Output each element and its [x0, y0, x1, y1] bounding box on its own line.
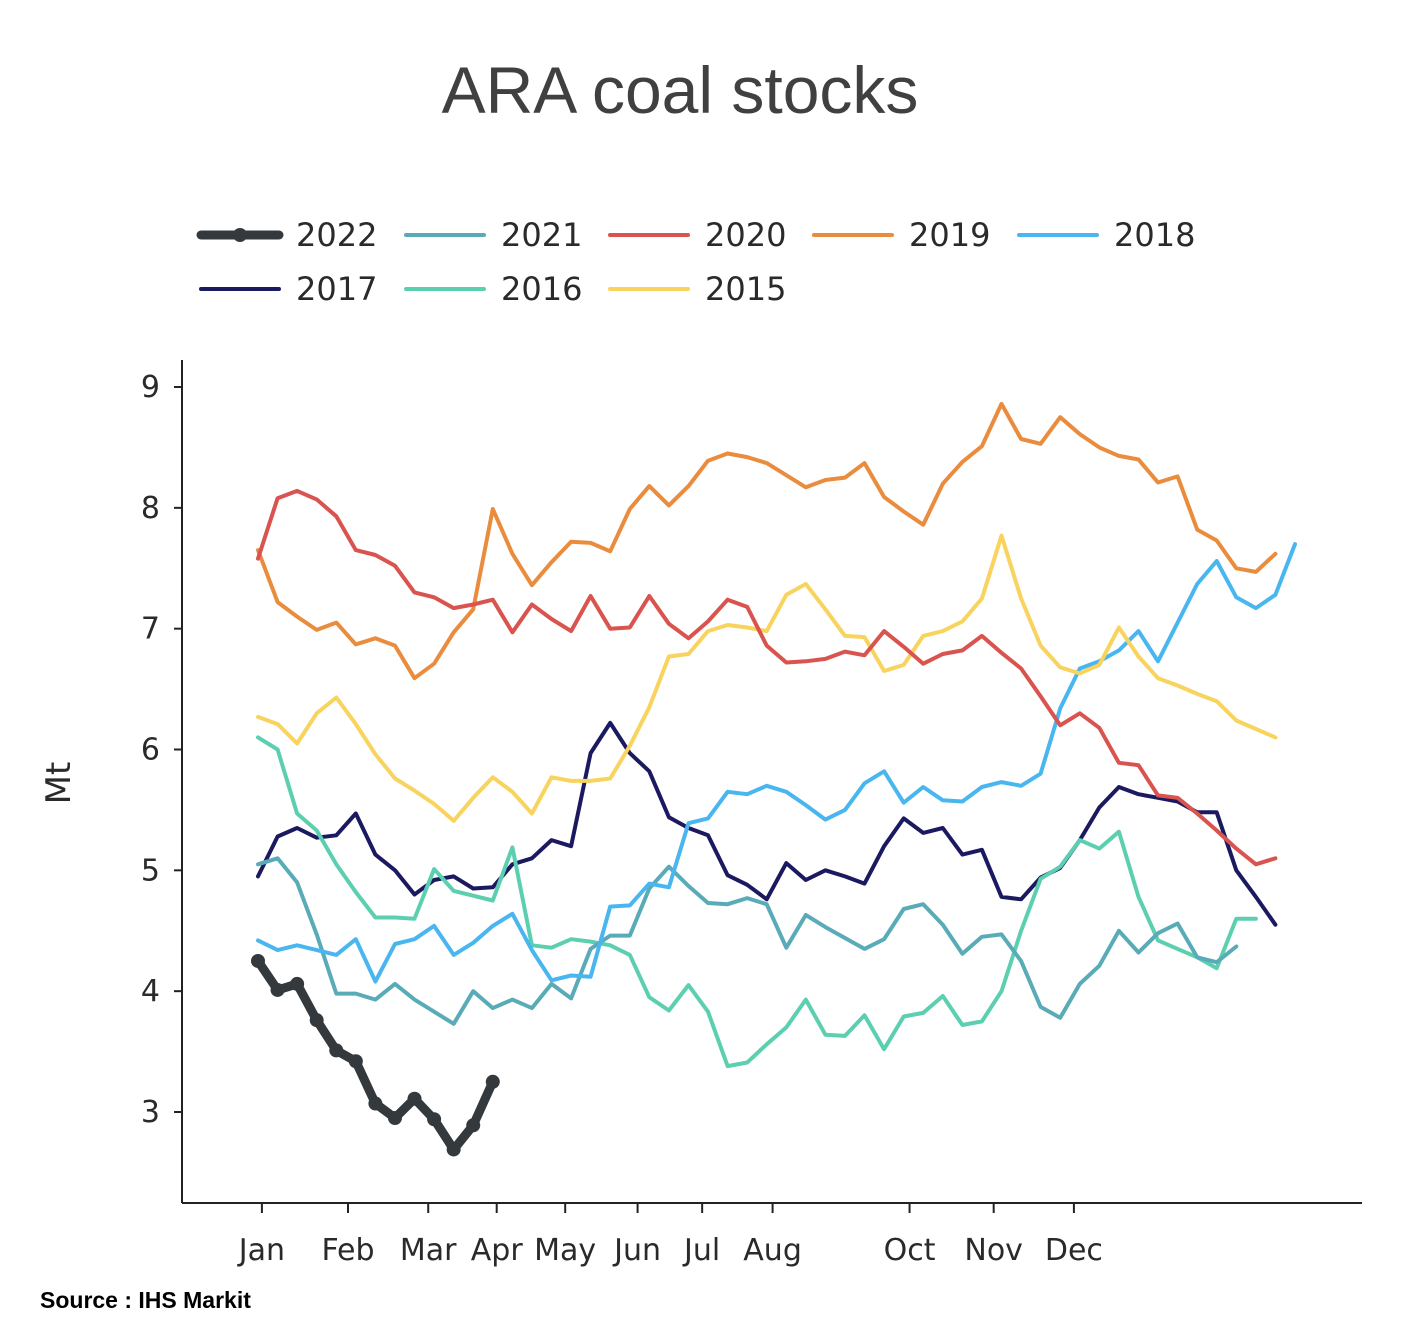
x-tick-label: Mar [400, 1233, 457, 1268]
legend-marker [233, 228, 247, 242]
data-point-2022 [348, 1054, 363, 1069]
legend-label: 2022 [296, 216, 377, 254]
y-axis-ticks: 3 4 5 6 7 8 9 [141, 370, 182, 1130]
x-tick-label: Apr [471, 1233, 524, 1268]
x-tick-label: Nov [964, 1233, 1023, 1268]
source-note: Source : IHS Markit [40, 1287, 251, 1313]
series-line-2020 [256, 488, 1278, 867]
legend-label: 2017 [296, 270, 377, 308]
y-tick-label: 7 [141, 612, 160, 647]
series-line-2017 [256, 720, 1278, 927]
x-tick-label: Oct [884, 1233, 936, 1268]
legend-label: 2020 [705, 216, 786, 254]
y-tick-label: 9 [141, 370, 160, 405]
x-tick-label: Aug [743, 1233, 802, 1268]
data-point-2022 [309, 1013, 324, 1028]
data-point-2022 [368, 1096, 383, 1111]
data-point-2022 [270, 982, 285, 997]
x-tick-label: Jul [682, 1233, 720, 1268]
x-tick-label: Dec [1045, 1233, 1103, 1268]
series-line-2018 [256, 542, 1297, 984]
series-line-2021 [256, 856, 1239, 1026]
legend-item-2020[interactable]: 2020 [608, 216, 786, 254]
legend-item-2021[interactable]: 2021 [404, 216, 582, 254]
data-point-2022 [446, 1142, 461, 1157]
legend-label: 2015 [705, 270, 786, 308]
data-point-2022 [387, 1111, 402, 1126]
x-tick-label: Jun [612, 1233, 661, 1268]
data-point-2022 [485, 1074, 500, 1089]
series-line-2019 [256, 401, 1278, 681]
series-layer [251, 401, 1297, 1157]
legend-label: 2019 [909, 216, 990, 254]
data-point-2022 [329, 1043, 344, 1058]
legend-item-2015[interactable]: 2015 [608, 270, 786, 308]
x-tick-label: Feb [321, 1233, 374, 1268]
y-tick-label: 4 [141, 974, 160, 1009]
legend-label: 2016 [501, 270, 582, 308]
data-point-2022 [466, 1118, 481, 1133]
legend-item-2019[interactable]: 2019 [812, 216, 990, 254]
y-tick-label: 8 [141, 491, 160, 526]
legend-item-2017[interactable]: 2017 [199, 270, 377, 308]
data-point-2022 [290, 976, 305, 991]
legend-item-2016[interactable]: 2016 [404, 270, 582, 308]
x-tick-label: Jan [237, 1233, 285, 1268]
data-point-2022 [427, 1112, 442, 1127]
data-point-2022 [251, 953, 265, 968]
legend: 2022 2021 2020 2019 2018 2017 2016 2015 [196, 216, 1195, 308]
data-point-2022 [407, 1091, 422, 1106]
legend-label: 2018 [1114, 216, 1195, 254]
series-line-2016 [256, 735, 1258, 1069]
y-tick-label: 6 [141, 733, 160, 768]
legend-label: 2021 [501, 216, 582, 254]
x-axis-ticks: Jan Feb Mar Apr May Jun Jul Aug Oct Nov Dec [237, 1203, 1103, 1268]
series-line-2015 [256, 533, 1278, 823]
y-tick-label: 3 [141, 1095, 160, 1130]
y-axis-label: Mt [39, 762, 79, 805]
x-tick-label: May [534, 1233, 596, 1268]
legend-item-2022[interactable]: 2022 [196, 216, 377, 254]
legend-item-2018[interactable]: 2018 [1017, 216, 1195, 254]
y-tick-label: 5 [141, 853, 160, 888]
chart-title: ARA coal stocks [441, 53, 919, 127]
